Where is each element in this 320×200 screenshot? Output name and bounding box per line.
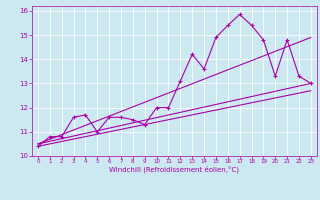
X-axis label: Windchill (Refroidissement éolien,°C): Windchill (Refroidissement éolien,°C) [109, 166, 239, 173]
